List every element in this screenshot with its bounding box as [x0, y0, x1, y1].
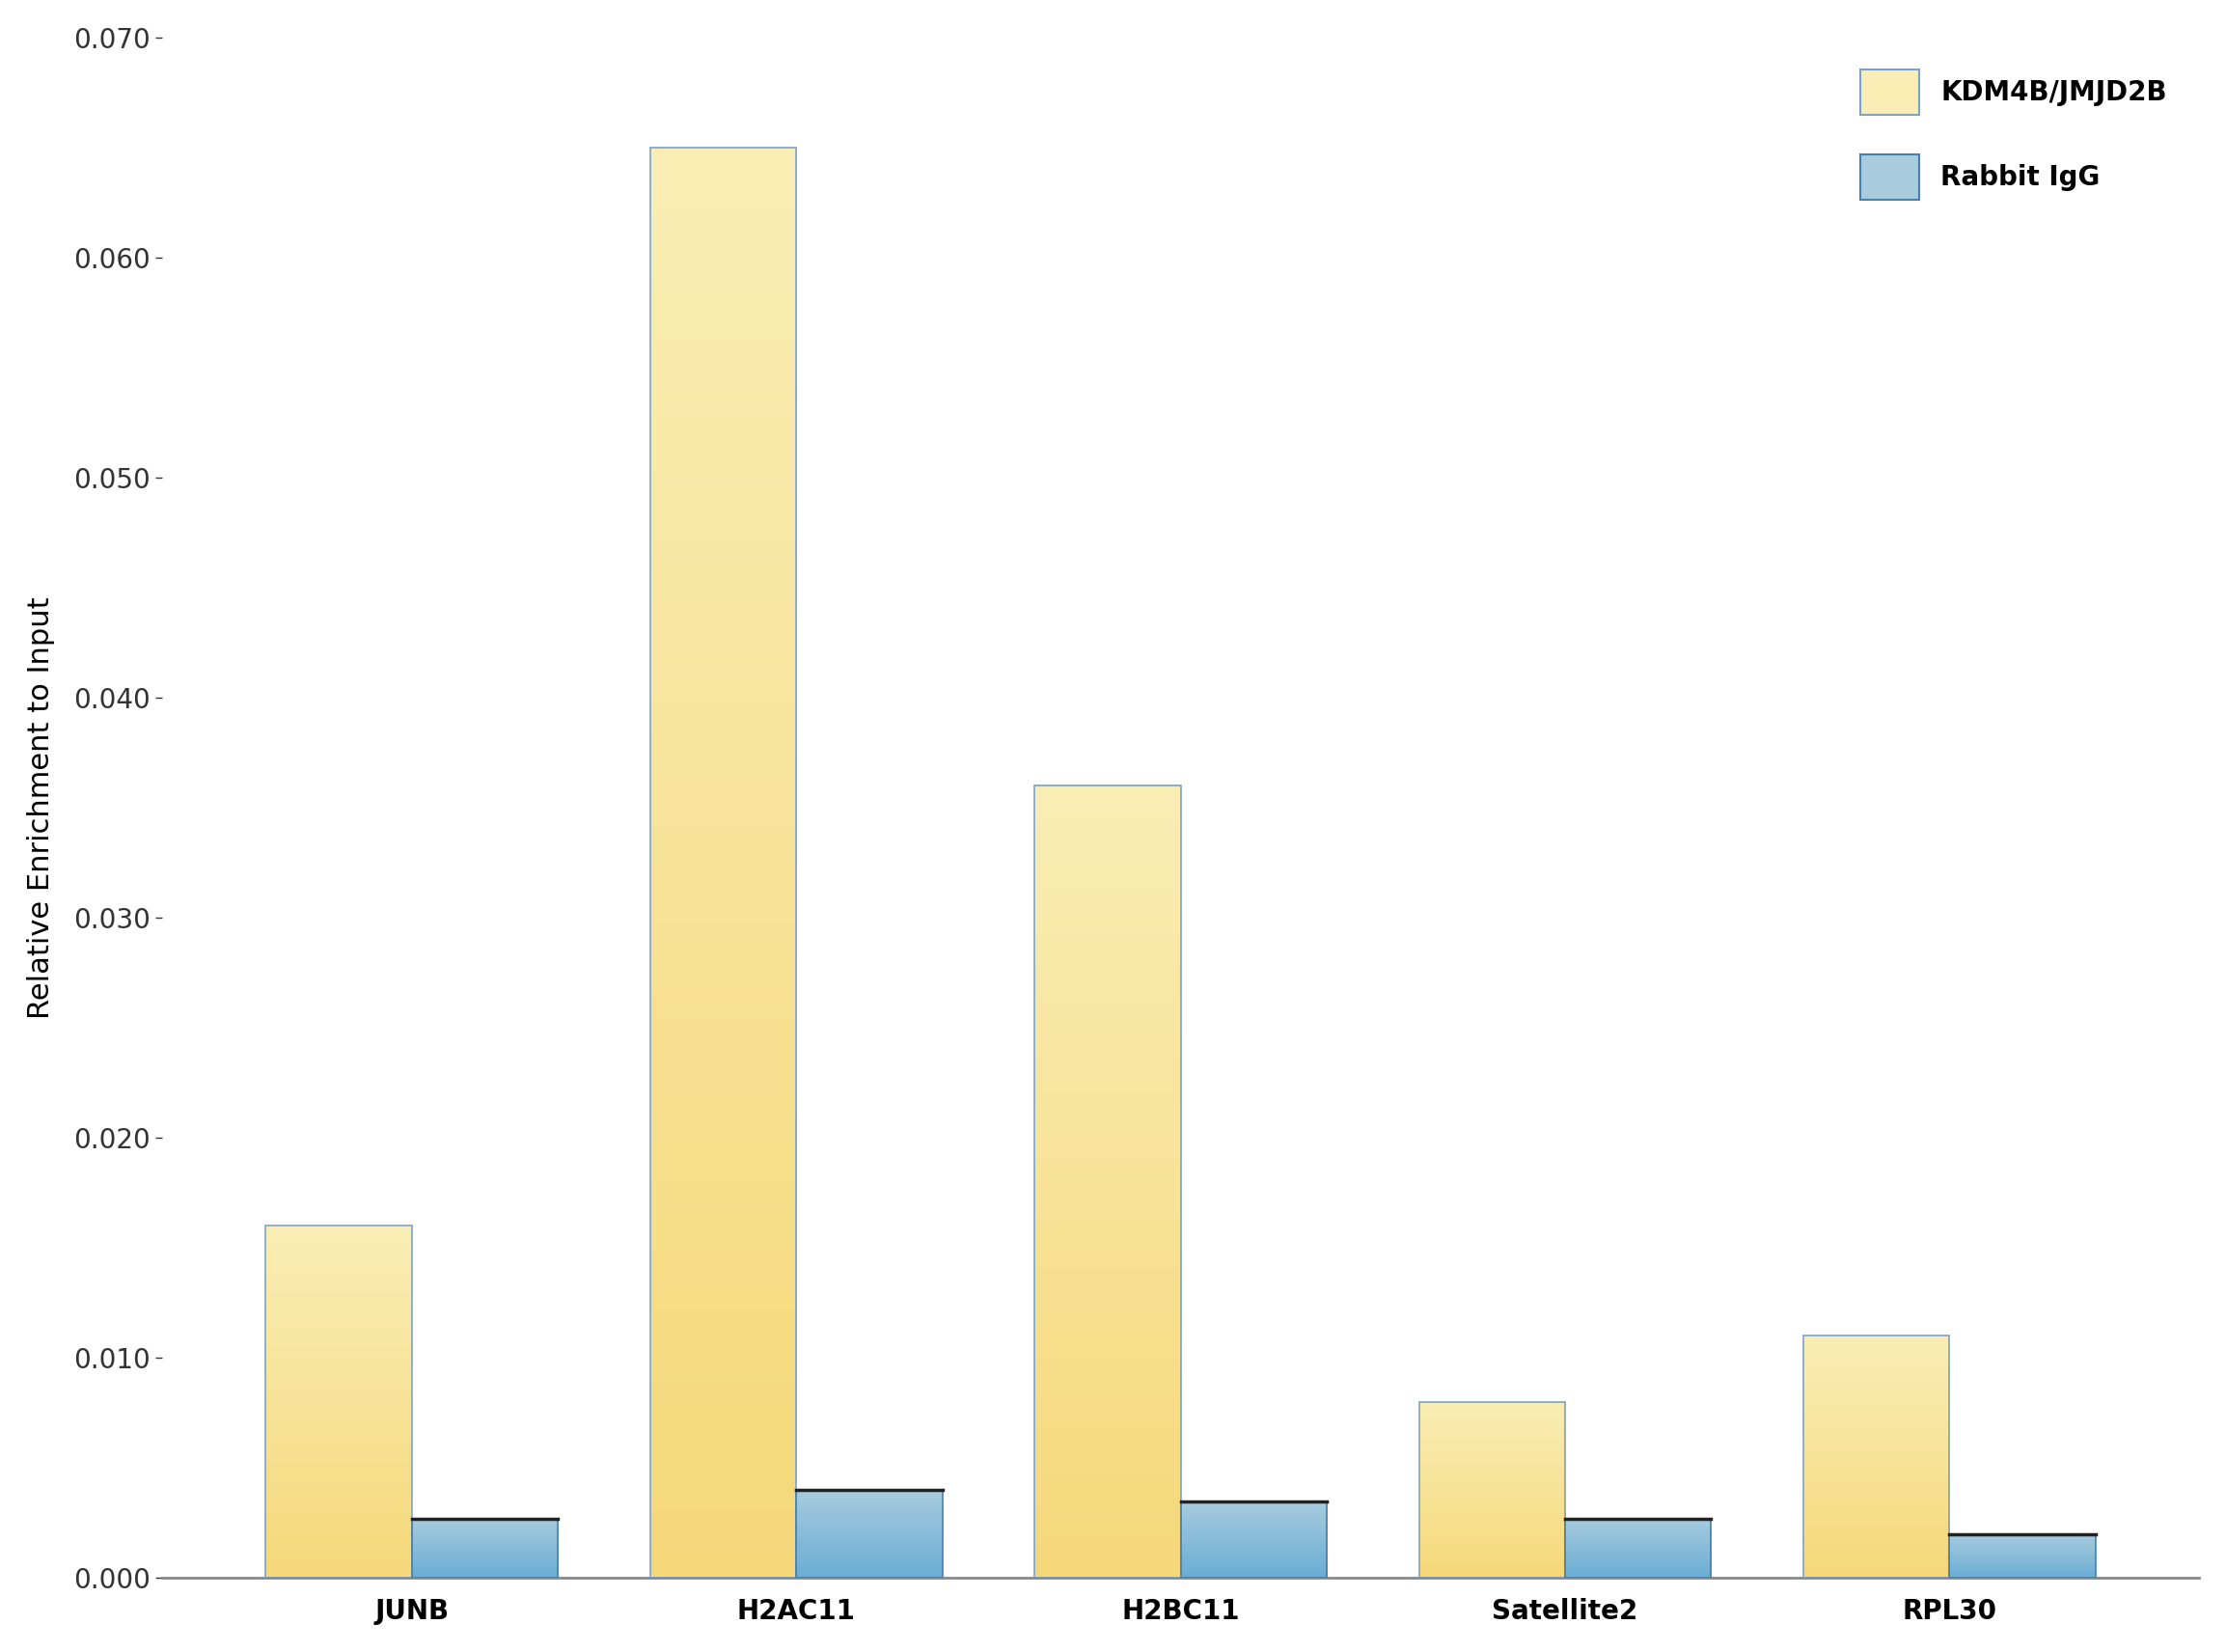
Bar: [265, 1226, 412, 1578]
Bar: [1950, 1535, 2095, 1578]
Y-axis label: Relative Enrichment to Input: Relative Enrichment to Input: [27, 596, 56, 1019]
Bar: [650, 147, 797, 1578]
Legend: KDM4B/JMJD2B, Rabbit IgG: KDM4B/JMJD2B, Rabbit IgG: [1850, 59, 2177, 210]
Bar: [1418, 1403, 1565, 1578]
Bar: [1565, 1518, 1712, 1578]
Bar: [412, 1518, 559, 1578]
Bar: [1803, 1336, 1950, 1578]
Bar: [1035, 786, 1180, 1578]
Bar: [1180, 1502, 1327, 1578]
Bar: [797, 1490, 942, 1578]
